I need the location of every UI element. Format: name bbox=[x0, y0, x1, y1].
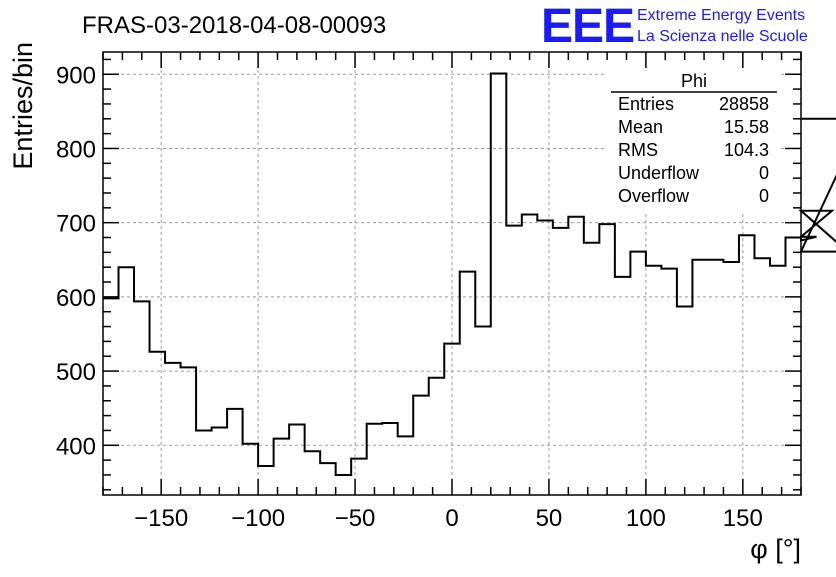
histogram-bin bbox=[460, 270, 476, 274]
y-tick-label: 700 bbox=[56, 211, 96, 238]
y-tick-label: 500 bbox=[56, 359, 96, 386]
histogram-bin bbox=[243, 442, 259, 446]
x-tick-label: −50 bbox=[335, 505, 376, 532]
histogram-bin bbox=[320, 461, 336, 465]
histogram-bin bbox=[692, 258, 708, 262]
histogram-bin bbox=[336, 473, 352, 477]
stats-row-label: Entries bbox=[618, 94, 674, 114]
chart-title: FRAS-03-2018-04-08-00093 bbox=[82, 12, 386, 39]
stats-row-value: 0 bbox=[759, 186, 769, 206]
y-tick-labels: 400 500 600 700 800 900 bbox=[56, 62, 96, 460]
histogram-bin bbox=[568, 215, 584, 219]
histogram-bin bbox=[444, 342, 460, 346]
histogram-step-line bbox=[103, 72, 836, 476]
x-tick-label: −100 bbox=[231, 505, 285, 532]
histogram-bin bbox=[181, 365, 197, 369]
histogram-bin bbox=[289, 423, 305, 427]
stats-row-label: Underflow bbox=[618, 163, 700, 183]
x-tick-label: 50 bbox=[536, 505, 563, 532]
histogram-bin bbox=[398, 434, 414, 438]
y-tick-label: 900 bbox=[56, 62, 96, 89]
histogram-bin bbox=[723, 260, 739, 264]
histogram-bin bbox=[134, 299, 150, 303]
histogram-bin bbox=[196, 428, 212, 432]
histogram-bin bbox=[677, 305, 693, 309]
histogram-bin bbox=[615, 275, 631, 279]
histogram-bin bbox=[119, 265, 135, 269]
stats-row-value: 28858 bbox=[719, 94, 769, 114]
histogram-bin bbox=[661, 267, 677, 271]
x-tick-labels: −150 −100 −50 0 50 100 150 bbox=[134, 505, 763, 532]
histogram-bin bbox=[646, 264, 662, 268]
histogram-bin bbox=[429, 376, 445, 380]
histogram-bin bbox=[367, 422, 383, 426]
x-tick-label: −150 bbox=[134, 505, 188, 532]
histogram-bin bbox=[553, 226, 569, 230]
histogram-bin bbox=[491, 72, 507, 76]
stats-row-label: Overflow bbox=[618, 186, 690, 206]
stats-row-label: RMS bbox=[618, 140, 658, 160]
x-tick-label: 100 bbox=[626, 505, 666, 532]
histogram-bin bbox=[584, 241, 600, 245]
stats-row-value: 104.3 bbox=[724, 140, 769, 160]
y-tick-label: 800 bbox=[56, 136, 96, 163]
histogram-bin bbox=[770, 264, 786, 268]
x-tick-label: 150 bbox=[723, 505, 763, 532]
brand-line-1: Extreme Energy Events bbox=[637, 7, 805, 24]
histogram-line bbox=[103, 72, 836, 477]
histogram-bin bbox=[599, 222, 615, 226]
histogram-bin bbox=[165, 361, 181, 365]
histogram-bin bbox=[537, 218, 553, 222]
histogram-bin bbox=[630, 250, 646, 254]
stats-box: Phi Entries 28858 Mean 15.58 RMS 104.3 Underfl… bbox=[605, 71, 780, 211]
axis-ticks bbox=[102, 52, 802, 495]
stats-row-value: 0 bbox=[759, 163, 769, 183]
histogram-bin bbox=[351, 457, 367, 461]
histogram-bin bbox=[382, 421, 398, 425]
histogram-bin bbox=[150, 350, 166, 354]
histogram-bin bbox=[754, 256, 770, 260]
histogram-bin bbox=[739, 233, 755, 237]
x-tick-label: 0 bbox=[445, 505, 458, 532]
histogram-bin bbox=[475, 325, 491, 329]
y-tick-label: 600 bbox=[56, 285, 96, 312]
histogram-bin bbox=[258, 464, 274, 468]
histogram-bin bbox=[708, 258, 724, 262]
histogram-bin bbox=[227, 407, 243, 411]
stats-rows: Entries 28858 Mean 15.58 RMS 104.3 Underflow 0 O… bbox=[618, 94, 769, 206]
x-axis-label: φ [°] bbox=[750, 534, 801, 564]
stats-box-background bbox=[605, 71, 780, 211]
histogram-bin bbox=[274, 437, 290, 441]
histogram-bin bbox=[506, 224, 522, 228]
y-axis-label: Entries/bin bbox=[8, 42, 38, 170]
histogram-bin bbox=[413, 394, 429, 398]
stats-row-value: 15.58 bbox=[724, 117, 769, 137]
eee-logo: EEE bbox=[541, 0, 634, 53]
brand-line-2: La Scienza nelle Scuole bbox=[637, 28, 808, 45]
histogram-bin bbox=[212, 425, 228, 429]
y-tick-label: 400 bbox=[56, 433, 96, 460]
histogram-bin bbox=[522, 213, 538, 217]
stats-row-label: Mean bbox=[618, 117, 663, 137]
stats-box-title: Phi bbox=[681, 71, 707, 91]
histogram-bin bbox=[305, 449, 321, 453]
